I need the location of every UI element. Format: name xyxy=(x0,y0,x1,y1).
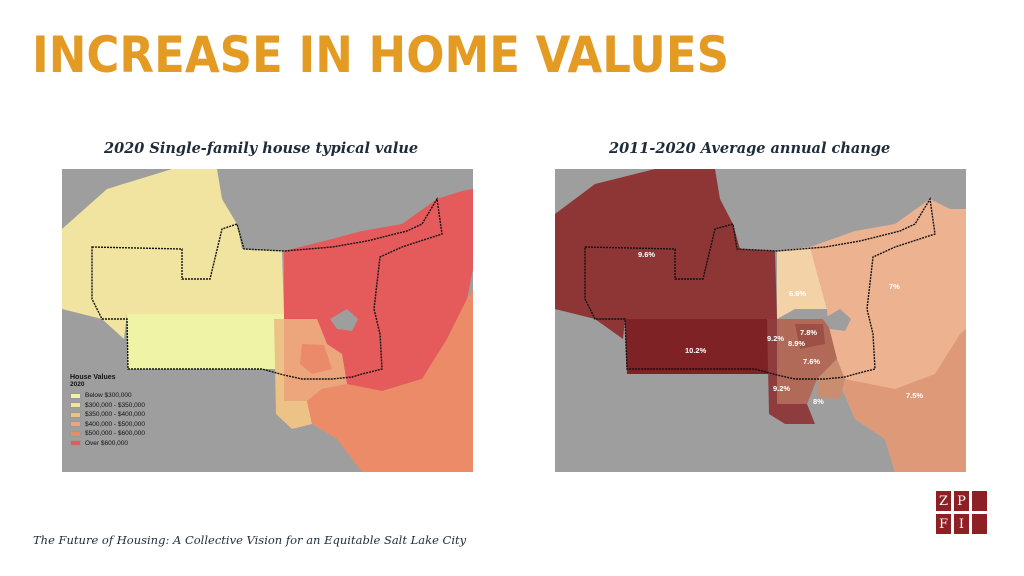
legend-item: $350,000 - $400,000 xyxy=(70,410,145,420)
region-south-west xyxy=(625,319,777,374)
legend-swatch xyxy=(70,392,81,399)
legend-swatch xyxy=(70,430,81,437)
left-map-caption: 2020 Single-family house typical value xyxy=(104,140,419,157)
map-label: 6.6% xyxy=(789,289,807,298)
legend-item: $500,000 - $600,000 xyxy=(70,429,145,439)
legend-item: $400,000 - $500,000 xyxy=(70,420,145,430)
region-350-400k xyxy=(274,319,312,429)
logo-letter: P xyxy=(954,491,969,511)
logo-block xyxy=(972,514,987,534)
legend-label: $350,000 - $400,000 xyxy=(85,411,145,419)
region-sub xyxy=(817,359,845,399)
legend-label: $500,000 - $600,000 xyxy=(85,430,145,438)
legend-label: Below $300,000 xyxy=(85,392,132,400)
map-label: 7.8% xyxy=(800,328,818,337)
annual-change-map-graphic xyxy=(555,169,966,472)
home-value-map-graphic xyxy=(62,169,473,472)
logo-letter: Z xyxy=(936,491,951,511)
legend-item: Below $300,000 xyxy=(70,391,145,401)
legend-swatch xyxy=(70,402,81,409)
legend-label: $400,000 - $500,000 xyxy=(85,420,145,428)
park-area xyxy=(823,309,851,331)
footer-text: The Future of Housing: A Collective Visi… xyxy=(33,533,467,547)
map-label: 8% xyxy=(813,397,824,406)
region-below-300k xyxy=(127,314,284,369)
legend-item: $300,000 - $350,000 xyxy=(70,401,145,411)
city-boundary xyxy=(584,196,936,380)
zpfi-logo: Z P F I xyxy=(936,491,988,538)
legend-label: Over $600,000 xyxy=(85,439,129,447)
page-title: INCREASE IN HOME VALUES xyxy=(32,26,730,84)
region-300-350k-north xyxy=(62,169,284,339)
logo-letter: F xyxy=(936,514,951,534)
region-500-600k-south xyxy=(307,289,473,472)
region-north-west xyxy=(555,169,777,339)
annual-change-map: 9.6% 10.2% 6.6% 7% 9.2% 7.8% 8.9% 7.6% 9… xyxy=(555,169,966,472)
map-label: 9.2% xyxy=(767,334,785,343)
legend-swatch xyxy=(70,421,81,428)
logo-block xyxy=(972,491,987,511)
logo-letter: I xyxy=(954,514,969,534)
legend-swatch xyxy=(70,411,81,418)
city-boundary xyxy=(91,196,443,380)
map-label: 7.5% xyxy=(906,391,924,400)
region-500-600k xyxy=(300,344,332,374)
map-label: 9.6% xyxy=(638,250,656,259)
home-value-map: House Values 2020 Below $300,000 $300,00… xyxy=(62,169,473,472)
legend-subtitle: 2020 xyxy=(70,381,85,388)
map-label: 7% xyxy=(889,282,900,291)
legend-swatch xyxy=(70,440,81,447)
region-south xyxy=(767,319,815,424)
park-area xyxy=(330,309,358,331)
region-central-dark xyxy=(795,324,825,349)
region-pale xyxy=(777,247,827,319)
legend-label: $300,000 - $350,000 xyxy=(85,401,145,409)
map-label: 10.2% xyxy=(685,346,707,355)
right-map-caption: 2011-2020 Average annual change xyxy=(609,140,891,157)
map-label: 7.6% xyxy=(803,357,821,366)
legend-title: House Values xyxy=(70,374,116,381)
map-label: 8.9% xyxy=(788,339,806,348)
map-legend: House Values 2020 Below $300,000 $300,00… xyxy=(70,374,145,448)
region-south-east xyxy=(840,329,966,472)
map-label: 9.2% xyxy=(773,384,791,393)
legend-item: Over $600,000 xyxy=(70,439,145,449)
